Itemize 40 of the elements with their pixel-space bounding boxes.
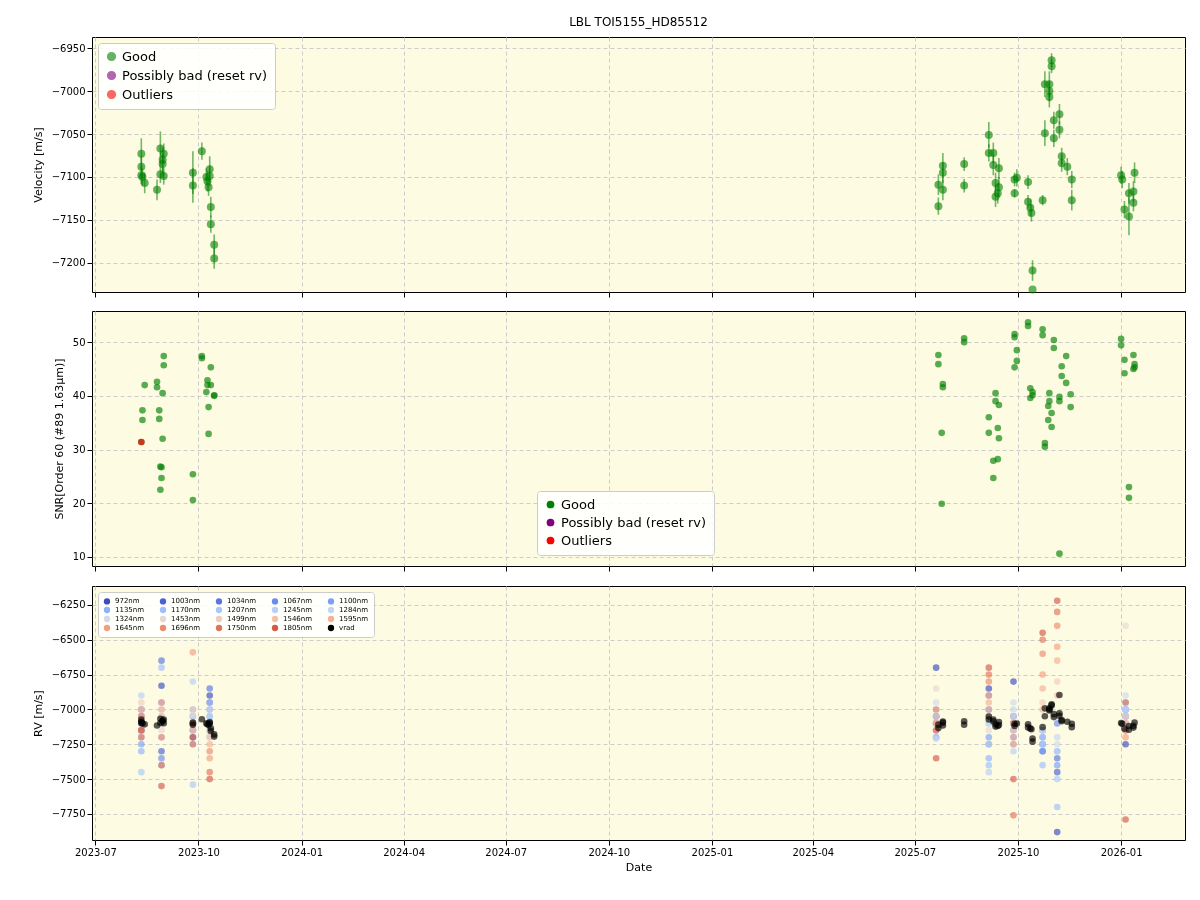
y-tick-label: 30 bbox=[72, 444, 86, 456]
y-tick-label: −7050 bbox=[51, 128, 86, 140]
x-tick-label: 2025-04 bbox=[792, 846, 835, 858]
x-tick-label: 2024-01 bbox=[281, 846, 324, 858]
y-axis-title: RV [m/s] bbox=[31, 690, 45, 737]
y-tick-label: 50 bbox=[72, 336, 86, 348]
x-tick-label: 2024-04 bbox=[383, 846, 426, 858]
y-tick-label: −6950 bbox=[51, 42, 86, 54]
y-tick-label: −7000 bbox=[51, 85, 86, 97]
chart-title: LBL TOI5155_HD85512 bbox=[569, 15, 708, 29]
y-tick-label: −7100 bbox=[51, 171, 86, 183]
x-axis-title: Date bbox=[625, 860, 653, 874]
legend-label: Good bbox=[122, 48, 157, 64]
x-tick-label: 2024-10 bbox=[588, 846, 631, 858]
y-tick-label: 20 bbox=[72, 497, 86, 509]
y-tick-label: −6750 bbox=[51, 669, 86, 681]
y-tick-label: −7750 bbox=[51, 808, 86, 820]
legend-label: Outliers bbox=[561, 532, 613, 548]
legend-label: Good bbox=[561, 496, 596, 512]
y-axis-title: SNR[Order 60 (#89 1.63μm)] bbox=[52, 358, 66, 520]
x-tick-label: 2026-01 bbox=[1100, 846, 1143, 858]
legend-label: Outliers bbox=[122, 86, 174, 102]
y-tick-label: 10 bbox=[72, 551, 86, 563]
legend-label: Possibly bad (reset rv) bbox=[122, 67, 268, 83]
y-tick-label: −7250 bbox=[51, 738, 86, 750]
y-tick-label: −7150 bbox=[51, 214, 86, 226]
x-tick-label: 2025-07 bbox=[894, 846, 937, 858]
y-tick-label: −6250 bbox=[51, 599, 86, 611]
y-tick-label: −7500 bbox=[51, 773, 86, 785]
x-tick-label: 2023-10 bbox=[178, 846, 220, 858]
x-tick-label: 2023-07 bbox=[74, 846, 117, 858]
legend-label: Possibly bad (reset rv) bbox=[561, 514, 707, 530]
y-tick-label: −7200 bbox=[51, 257, 86, 269]
x-tick-label: 2024-07 bbox=[485, 846, 528, 858]
y-axis-title: Velocity [m/s] bbox=[31, 127, 45, 203]
x-tick-label: 2025-01 bbox=[691, 846, 734, 858]
x-tick-label: 2025-10 bbox=[997, 846, 1040, 858]
y-tick-label: 40 bbox=[72, 390, 86, 402]
y-tick-label: −6500 bbox=[51, 634, 86, 646]
y-tick-label: −7000 bbox=[51, 703, 86, 715]
